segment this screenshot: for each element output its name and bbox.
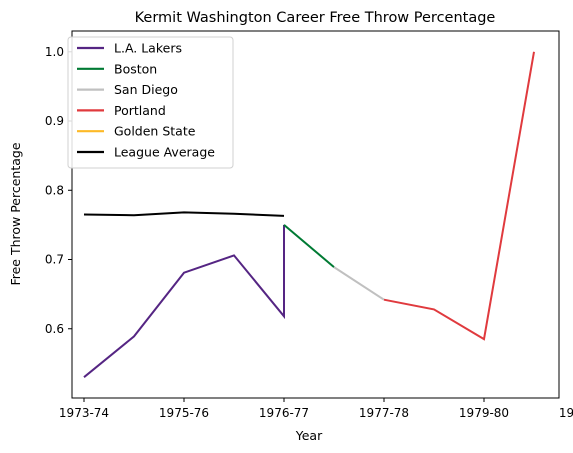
series-line-portland (383, 51, 535, 341)
series-line-boston (283, 224, 335, 268)
legend-label: Portland (114, 103, 166, 118)
legend: L.A. Lakers Boston San Diego Portland Golden… (67, 36, 234, 169)
legend-label: Golden State (114, 124, 196, 139)
x-axis-ticks: 1973-74 1975-76 1976-77 1977-78 1979-80 1981-… (59, 398, 573, 420)
series-line-l-a-lakers (83, 224, 285, 378)
x-tick-label: 1975-76 (159, 406, 209, 420)
series-line-san-diego (333, 266, 385, 301)
series-lines (83, 51, 535, 378)
x-tick-label: 1977-78 (359, 406, 409, 420)
y-tick-label: 0.8 (45, 183, 64, 197)
x-tick-label: 1981-82 (559, 406, 573, 420)
legend-box (67, 36, 234, 169)
y-tick-label: 0.7 (45, 253, 64, 267)
x-tick-label: 1973-74 (59, 406, 109, 420)
legend-label: San Diego (114, 82, 178, 97)
chart-title: Kermit Washington Career Free Throw Perc… (135, 10, 496, 26)
legend-label: League Average (114, 145, 215, 160)
y-tick-label: 0.6 (45, 322, 64, 336)
x-tick-label: 1979-80 (459, 406, 509, 420)
legend-label: Boston (114, 61, 157, 76)
x-tick-label: 1976-77 (259, 406, 309, 420)
series-line-league-average (83, 211, 285, 217)
y-axis-label: Free Throw Percentage (8, 142, 23, 285)
y-tick-label: 1.0 (45, 45, 64, 59)
x-axis-label: Year (295, 428, 323, 443)
legend-label: L.A. Lakers (114, 41, 182, 56)
y-tick-label: 0.9 (45, 114, 64, 128)
legend-items: L.A. Lakers Boston San Diego Portland Golden… (77, 41, 215, 160)
